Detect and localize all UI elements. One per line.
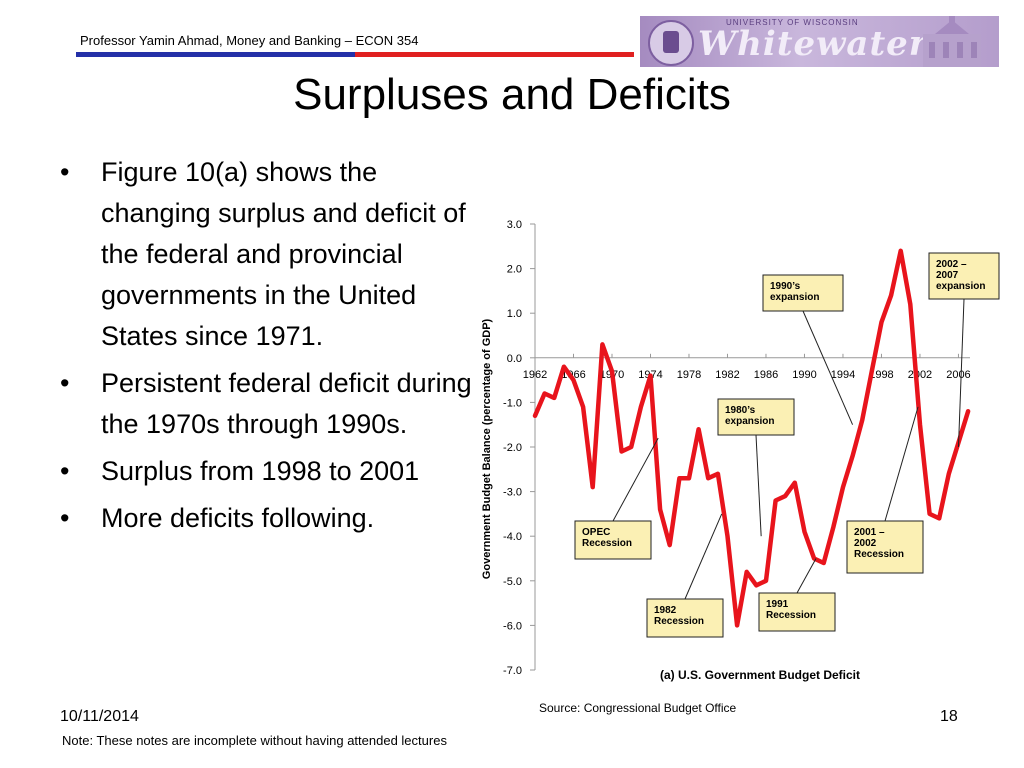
y-tick-label: -2.0 (503, 442, 522, 454)
annotation-label: 1980’s (725, 405, 756, 416)
x-tick-label: 1978 (677, 369, 701, 381)
annotation-box (717, 398, 795, 436)
y-tick-label: -7.0 (503, 665, 522, 677)
x-tick-label: 2002 (908, 369, 932, 381)
annotation-label: 2007 (936, 270, 959, 281)
bullet-item: Surplus from 1998 to 2001 (60, 451, 475, 492)
annotation-label: 1991 (766, 599, 789, 610)
x-tick-label: 1998 (869, 369, 893, 381)
x-tick-label: 1962 (523, 369, 547, 381)
annotation-box (762, 274, 844, 312)
budget-balance-series-line (532, 248, 971, 628)
annotation-leader-line (755, 434, 762, 537)
y-tick-label: 3.0 (507, 219, 522, 231)
y-tick-label: 2.0 (507, 264, 522, 276)
slide-title: Surpluses and Deficits (293, 70, 731, 119)
hall-building-icon (923, 16, 981, 67)
y-tick-label: -6.0 (503, 620, 522, 632)
annotation-label: 2002 – (936, 259, 967, 270)
x-tick-label: 1990 (792, 369, 816, 381)
course-header: Professor Yamin Ahmad, Money and Banking… (80, 33, 419, 48)
y-tick-label: -4.0 (503, 531, 522, 543)
annotation-leader-line (884, 406, 919, 522)
bullet-item: Persistent federal deficit during the 19… (60, 363, 475, 445)
annotation-box (574, 520, 652, 560)
annotation-leader-line (796, 558, 817, 594)
annotation-label: 2002 (854, 538, 877, 549)
annotation-box (646, 598, 724, 638)
footer-date: 10/11/2014 (60, 708, 139, 725)
annotation-box (846, 520, 924, 574)
annotation-label: 1990’s (770, 281, 801, 292)
annotation-leader-line (802, 310, 854, 425)
y-axis-label: Government Budget Balance (percentage of… (481, 318, 493, 579)
annotation-label: 1982 (654, 605, 677, 616)
annotation-leader-line (612, 437, 659, 522)
logo-top-text: UNIVERSITY OF WISCONSIN (726, 18, 859, 27)
annotation-label: Recession (854, 549, 904, 560)
page-number: 18 (940, 708, 958, 725)
header-rule (76, 52, 634, 57)
annotation-label: expansion (725, 416, 774, 427)
annotation-label: Recession (582, 538, 632, 549)
y-tick-label: -3.0 (503, 487, 522, 499)
annotation-box (758, 592, 836, 632)
chart-source: Source: Congressional Budget Office (539, 701, 737, 715)
bullet-list: Figure 10(a) shows the changing surplus … (60, 152, 475, 545)
y-tick-label: -1.0 (503, 397, 522, 409)
y-tick-label: -5.0 (503, 576, 522, 588)
annotation-label: expansion (936, 281, 985, 292)
x-tick-label: 1986 (754, 369, 778, 381)
x-tick-label: 1994 (831, 369, 855, 381)
y-tick-label: 0.0 (507, 353, 522, 365)
annotation-label: 2001 – (854, 527, 885, 538)
annotation-label: Recession (766, 610, 816, 621)
annotation-label: expansion (770, 292, 819, 303)
annotation-label: Recession (654, 616, 704, 627)
footer-note: Note: These notes are incomplete without… (62, 733, 447, 748)
header-rule-blue (76, 52, 355, 57)
university-seal-icon (648, 20, 694, 66)
bullet-item: Figure 10(a) shows the changing surplus … (60, 152, 475, 357)
bullet-item: More deficits following. (60, 498, 475, 539)
y-tick-label: 1.0 (507, 308, 522, 320)
annotation-leader-line (684, 513, 723, 600)
annotation-label: OPEC (582, 527, 610, 538)
x-tick-label: 2006 (946, 369, 970, 381)
annotation-leader-line (957, 298, 965, 448)
university-logo: UNIVERSITY OF WISCONSIN Whitewater (640, 16, 999, 67)
chart-title: (a) U.S. Government Budget Deficit (660, 668, 860, 682)
x-tick-label: 1982 (715, 369, 739, 381)
header-rule-red (355, 52, 634, 57)
logo-wordmark: Whitewater (698, 24, 928, 64)
annotation-box (928, 252, 1000, 300)
